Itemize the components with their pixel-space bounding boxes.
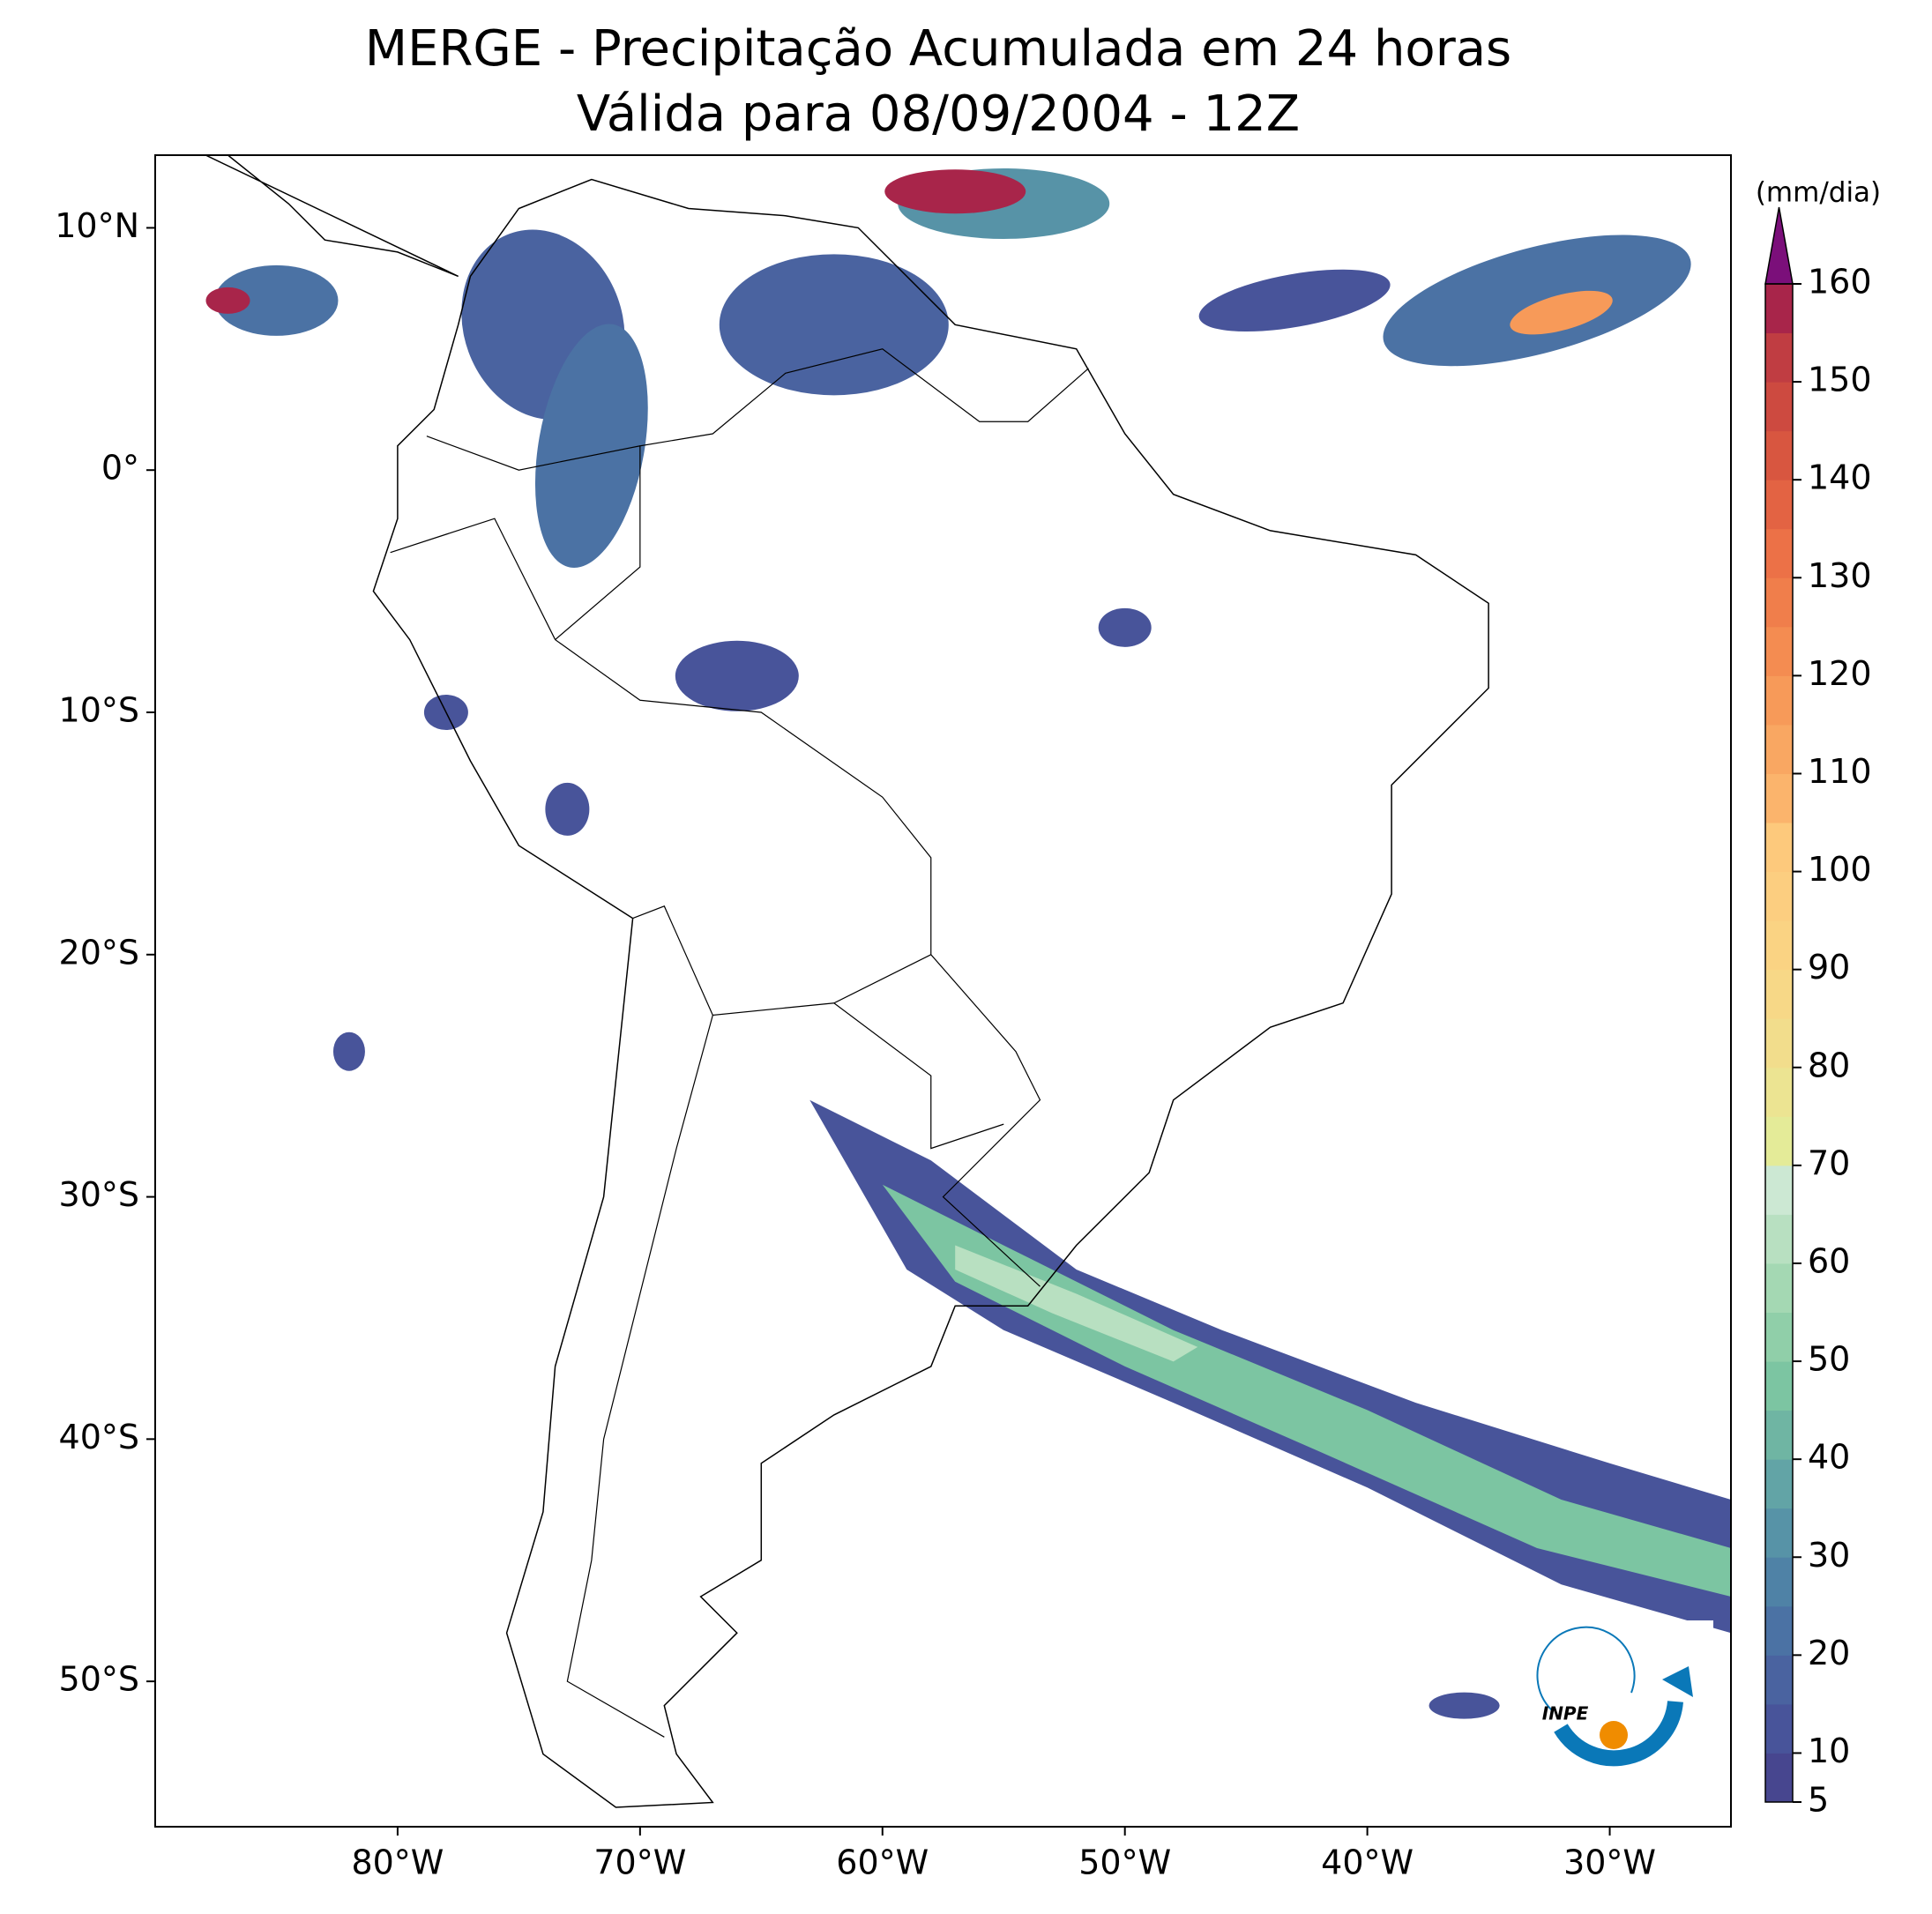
colorbar-band: [1765, 1703, 1793, 1754]
border: [555, 639, 1041, 1287]
colorbar-tick-label: 10: [1808, 1732, 1850, 1770]
colorbar-tick-label: 130: [1808, 556, 1872, 595]
precip-area: [332, 1031, 365, 1071]
colorbar-band: [1765, 626, 1793, 676]
colorbar-tick-label: 30: [1808, 1536, 1850, 1575]
colorbar-tick-label: 50: [1808, 1340, 1850, 1379]
colorbar-tick-label: 80: [1808, 1046, 1850, 1084]
colorbar-band: [1765, 1116, 1793, 1166]
colorbar-tick-label: 140: [1808, 458, 1872, 497]
x-tick-label: 50°W: [1078, 1843, 1171, 1882]
precip-area: [1198, 269, 1391, 332]
precip-area: [1510, 290, 1613, 335]
colorbar-label: (mm/dia): [1756, 177, 1881, 209]
precip-area: [719, 254, 949, 396]
colorbar-band: [1765, 1753, 1793, 1803]
precip-band: [882, 1184, 1731, 1597]
border: [555, 348, 1089, 641]
colorbar-band: [1765, 1262, 1793, 1314]
logo-arrow: [1662, 1666, 1693, 1697]
y-tick-label: 20°S: [59, 933, 139, 972]
colorbar-band: [1765, 528, 1793, 578]
title: MERGE - Precipitação Acumulada em 24 hor…: [365, 20, 1511, 78]
colorbar-band: [1765, 1655, 1793, 1705]
colorbar-band: [1765, 332, 1793, 383]
colorbar-tick-label: 110: [1808, 752, 1872, 791]
logo: INPE: [1522, 1620, 1713, 1802]
map-area: [204, 155, 1731, 1808]
colorbar-band: [1765, 1018, 1793, 1069]
colorbar-tick-label: 70: [1808, 1143, 1850, 1182]
logo-dot: [1600, 1721, 1628, 1749]
y-tick-label: 10°S: [59, 691, 139, 730]
colorbar-band: [1765, 773, 1793, 823]
colorbar-band: [1765, 1165, 1793, 1215]
precip-area: [884, 169, 1026, 214]
y-tick-label: 0°: [101, 449, 139, 488]
x-tick-label: 30°W: [1563, 1843, 1656, 1882]
precip-area: [675, 640, 799, 711]
colorbar-band: [1765, 871, 1793, 921]
colorbar-tick-label: 40: [1808, 1438, 1850, 1477]
precip-area: [205, 287, 250, 314]
x-tick-label: 80°W: [351, 1843, 444, 1882]
colorbar-band: [1765, 577, 1793, 628]
colorbar-tick-label: 120: [1808, 654, 1872, 693]
logo-arc: [1554, 1701, 1683, 1767]
colorbar-band: [1765, 1605, 1793, 1656]
colorbar-tick-label: 90: [1808, 948, 1850, 987]
coastline: [372, 178, 1489, 1808]
y-tick-label: 30°S: [59, 1175, 139, 1214]
colorbar-band: [1765, 430, 1793, 480]
logo-text: INPE: [1542, 1703, 1589, 1724]
y-tick-label: 40°S: [59, 1418, 139, 1456]
precip-area: [1383, 235, 1691, 367]
colorbar-band: [1765, 1459, 1793, 1509]
colorbar-band: [1765, 1067, 1793, 1117]
y-tick-label: 50°S: [59, 1660, 139, 1699]
colorbar-band: [1765, 284, 1793, 334]
colorbar-band: [1765, 920, 1793, 971]
precip-area: [545, 782, 590, 836]
border: [426, 436, 640, 471]
coastline: [204, 155, 459, 278]
colorbar-band: [1765, 724, 1793, 774]
precip-area: [1098, 607, 1152, 647]
colorbar-band: [1765, 1361, 1793, 1411]
map-frame: [154, 154, 1732, 1828]
colorbar-band: [1765, 1214, 1793, 1264]
colorbar-tick-label: 100: [1808, 850, 1872, 889]
border: [566, 1015, 713, 1738]
subtitle: Válida para 08/09/2004 - 12Z: [577, 86, 1300, 143]
x-tick-label: 60°W: [836, 1843, 929, 1882]
colorbar-tick-label: 60: [1808, 1241, 1850, 1280]
precip-area: [214, 264, 339, 336]
precip-area: [534, 324, 648, 569]
colorbar-band: [1765, 675, 1793, 726]
precip-area: [1428, 1692, 1500, 1719]
colorbar-tick-label: 160: [1808, 263, 1872, 302]
border: [833, 1002, 1004, 1150]
y-tick-label: 10°N: [55, 206, 139, 245]
colorbar-tick-label: 5: [1808, 1781, 1829, 1820]
x-tick-label: 40°W: [1321, 1843, 1414, 1882]
colorbar-band: [1765, 969, 1793, 1019]
colorbar-band: [1765, 1508, 1793, 1558]
colorbar-band: [1765, 823, 1793, 873]
colorbar-band: [1765, 382, 1793, 432]
colorbar-frame: [1764, 283, 1794, 1803]
colorbar-band: [1765, 1312, 1793, 1362]
border: [390, 518, 556, 640]
colorbar: 5 10 20 30 40 50 60 70 80 90 100 110 120 130 140 150 160…: [1756, 177, 1881, 1820]
colorbar-band: [1765, 480, 1793, 530]
colorbar-tick-label: 150: [1808, 361, 1872, 399]
precip-band: [955, 1245, 1198, 1362]
logo-orbit: [1536, 1626, 1636, 1711]
colorbar-band: [1765, 1557, 1793, 1607]
x-tick-label: 70°W: [593, 1843, 686, 1882]
colorbar-tick-label: 20: [1808, 1634, 1850, 1672]
colorbar-band: [1765, 1410, 1793, 1460]
